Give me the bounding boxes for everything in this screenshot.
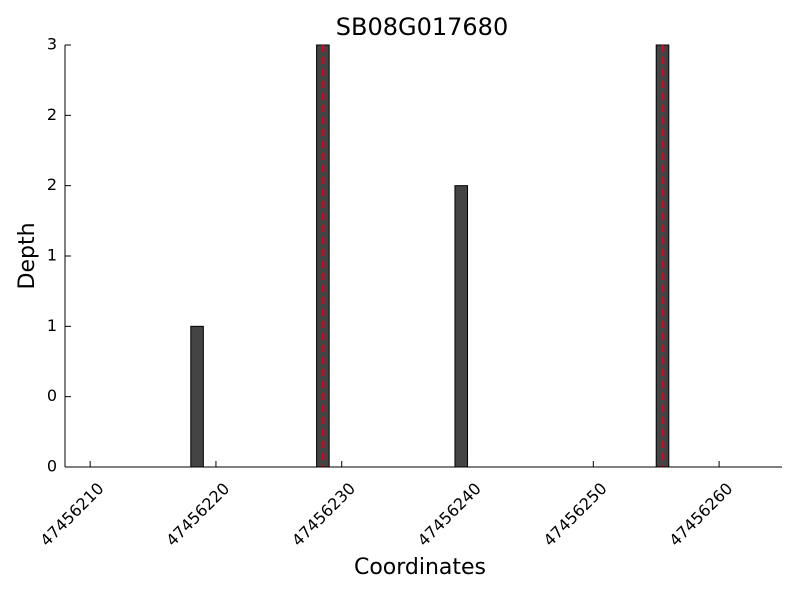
y-tick-label: 1 (47, 316, 57, 335)
x-tick-label: 47456220 (162, 479, 233, 550)
y-tick-label: 1 (47, 246, 57, 265)
y-tick-label: 0 (47, 457, 57, 476)
x-tick-label: 47456210 (36, 479, 107, 550)
x-axis-label: Coordinates (354, 555, 486, 580)
chart-title: SB08G017680 (336, 13, 508, 41)
y-tick-label: 3 (47, 35, 57, 54)
x-tick-label: 47456240 (414, 479, 485, 550)
y-tick-label: 2 (47, 105, 57, 124)
bar (454, 185, 469, 468)
bar (190, 325, 204, 468)
x-tick-label: 47456230 (288, 479, 359, 550)
x-tick-label: 47456250 (540, 479, 611, 550)
y-tick-label: 0 (47, 386, 57, 405)
y-axis-label: Depth (15, 222, 40, 289)
y-tick-label: 2 (47, 175, 57, 194)
x-tick-label: 47456260 (665, 479, 736, 550)
